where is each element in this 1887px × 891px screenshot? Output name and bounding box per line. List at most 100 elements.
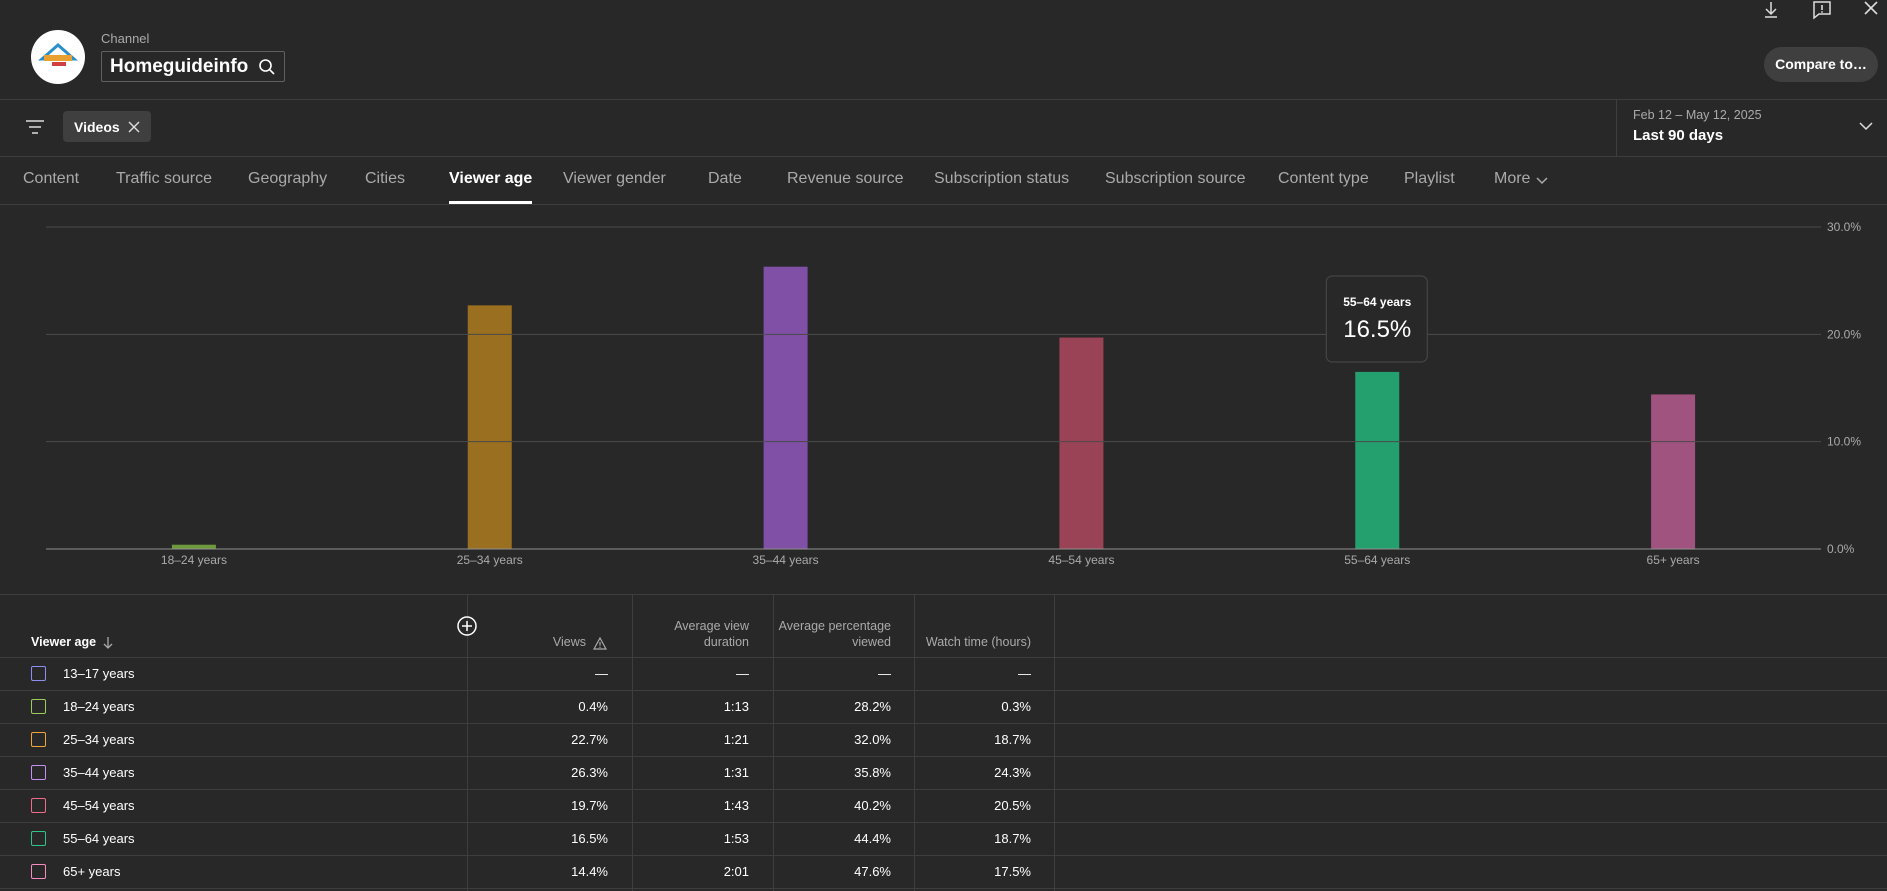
date-range: Feb 12 – May 12, 2025 xyxy=(1633,108,1762,122)
row-checkbox[interactable] xyxy=(31,666,46,681)
divider xyxy=(0,204,1887,205)
row-checkbox[interactable] xyxy=(31,798,46,813)
cell: 26.3% xyxy=(571,765,608,780)
x-tick-label: 55–64 years xyxy=(1344,553,1410,567)
search-icon xyxy=(259,59,275,75)
tab[interactable]: Content xyxy=(23,170,80,187)
row-checkbox[interactable] xyxy=(31,765,46,780)
row-label: 25–34 years xyxy=(63,732,135,747)
tab[interactable]: Geography xyxy=(248,170,328,187)
cell: 24.3% xyxy=(994,765,1031,780)
bar xyxy=(1651,394,1696,549)
bar xyxy=(467,305,512,549)
divider xyxy=(0,723,1887,724)
row-checkbox[interactable] xyxy=(31,864,46,879)
divider xyxy=(0,756,1887,757)
bar xyxy=(763,266,808,549)
column-header[interactable]: Viewer age xyxy=(31,635,97,649)
cell: — xyxy=(736,666,749,681)
divider xyxy=(0,690,1887,691)
tab[interactable]: More xyxy=(1494,170,1531,187)
tooltip-title: 55–64 years xyxy=(1343,295,1411,309)
feedback-icon[interactable] xyxy=(1813,1,1831,20)
tab[interactable]: Subscription status xyxy=(934,170,1070,187)
row-label: 35–44 years xyxy=(63,765,135,780)
divider xyxy=(0,156,1887,157)
tab[interactable]: Playlist xyxy=(1404,170,1455,187)
cell: 2:01 xyxy=(723,864,749,879)
filter-icon[interactable] xyxy=(25,118,45,136)
tab[interactable]: Subscription source xyxy=(1105,170,1246,187)
cell: — xyxy=(878,666,891,681)
chevron-icon xyxy=(1535,173,1549,191)
row-checkbox[interactable] xyxy=(31,699,46,714)
chip-close-icon[interactable] xyxy=(128,121,140,133)
cell: 1:43 xyxy=(723,798,749,813)
cell: 16.5% xyxy=(571,831,608,846)
compare-button[interactable]: Compare to… xyxy=(1764,47,1878,82)
close-icon[interactable] xyxy=(1864,1,1878,15)
cell: 47.6% xyxy=(854,864,891,879)
tab[interactable]: Viewer age xyxy=(449,170,533,187)
bar xyxy=(1059,337,1104,549)
tab[interactable]: Cities xyxy=(365,170,406,187)
cell: 18.7% xyxy=(994,732,1031,747)
warning-icon xyxy=(592,636,608,655)
column-divider xyxy=(914,594,915,891)
divider xyxy=(0,822,1887,823)
cell: 35.8% xyxy=(854,765,891,780)
tooltip xyxy=(1325,275,1428,363)
divider xyxy=(0,888,1887,889)
y-tick-label: 20.0% xyxy=(1827,327,1861,341)
cell: — xyxy=(595,666,608,681)
cell: — xyxy=(1018,666,1031,681)
channel-label: Channel xyxy=(101,31,150,46)
cell: 18.7% xyxy=(994,831,1031,846)
cell: 1:31 xyxy=(723,765,749,780)
cell: 22.7% xyxy=(571,732,608,747)
channel-picker[interactable]: Homeguideinfo xyxy=(101,51,285,82)
column-header[interactable]: Views xyxy=(552,635,586,649)
divider xyxy=(0,99,1887,100)
column-header[interactable]: Watch time (hours) xyxy=(925,635,1031,649)
filter-chip[interactable]: Videos xyxy=(63,111,151,142)
tab[interactable]: Viewer gender xyxy=(563,170,666,187)
column-header[interactable]: Average percentage viewed xyxy=(778,619,891,649)
column-divider xyxy=(773,594,774,891)
column-divider xyxy=(467,594,468,891)
tab[interactable]: Traffic source xyxy=(116,170,213,187)
tab[interactable]: Revenue source xyxy=(787,170,904,187)
column-divider xyxy=(632,594,633,891)
window-icons xyxy=(1765,1,1878,20)
active-tab-underline xyxy=(449,201,533,204)
tooltip-value: 16.5% xyxy=(1343,316,1411,343)
divider xyxy=(0,594,1887,595)
row-checkbox[interactable] xyxy=(31,732,46,747)
row-label: 65+ years xyxy=(63,864,121,879)
row-checkbox[interactable] xyxy=(31,831,46,846)
x-tick-label: 65+ years xyxy=(1647,553,1700,567)
column-divider xyxy=(1054,594,1055,891)
cell: 20.5% xyxy=(994,798,1031,813)
cell: 40.2% xyxy=(854,798,891,813)
tab[interactable]: Content type xyxy=(1278,170,1369,187)
cell: 1:13 xyxy=(723,699,749,714)
add-metric-icon[interactable] xyxy=(456,615,478,642)
channel-name: Homeguideinfo xyxy=(110,56,249,77)
column-header[interactable]: Average view duration xyxy=(674,619,749,649)
cell: 14.4% xyxy=(571,864,608,879)
row-label: 18–24 years xyxy=(63,699,135,714)
cell: 1:53 xyxy=(723,831,749,846)
row-label: 55–64 years xyxy=(63,831,135,846)
y-tick-label: 30.0% xyxy=(1827,220,1861,234)
tab[interactable]: Date xyxy=(708,170,742,187)
x-tick-label: 45–54 years xyxy=(1048,553,1114,567)
download-icon[interactable] xyxy=(1765,2,1777,18)
row-label: 45–54 years xyxy=(63,798,135,813)
x-tick-label: 35–44 years xyxy=(753,553,819,567)
sort-icon xyxy=(102,636,114,655)
divider xyxy=(0,855,1887,856)
dropdown-icon[interactable] xyxy=(1858,121,1874,131)
date-preset[interactable]: Last 90 days xyxy=(1633,127,1724,144)
x-tick-label: 18–24 years xyxy=(161,553,227,567)
